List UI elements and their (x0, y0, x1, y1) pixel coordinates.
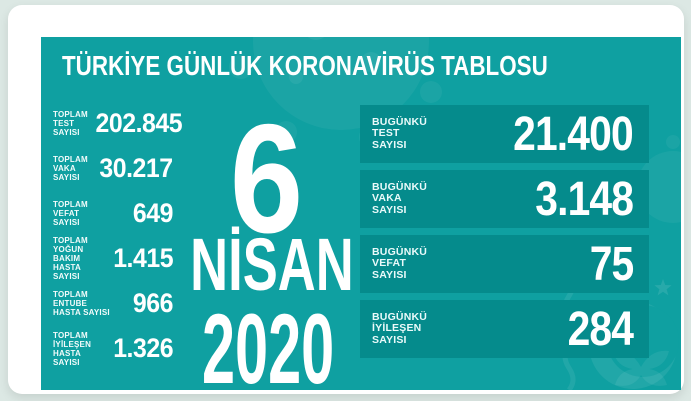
main-panel: TÜRKİYE GÜNLÜK KORONAVİRÜS TABLOSU TOPLA… (41, 37, 681, 390)
daily-stats-column: BUGÜNKÜ TEST SAYISI 21.400 BUGÜNKÜ VAKA SAYI… (360, 105, 649, 358)
daily-box-vefat: BUGÜNKÜ VEFAT SAYISI 75 (360, 235, 649, 293)
daily-box-vaka: BUGÜNKÜ VAKA SAYISI 3.148 (360, 170, 649, 228)
total-row-entube: TOPLAM ENTUBE HASTA SAYISI 966 (53, 281, 173, 326)
daily-vaka-label: BUGÜNKÜ VAKA SAYISI (372, 180, 428, 216)
daily-box-iyilesen: BUGÜNKÜ İYİLEŞEN SAYISI 284 (360, 300, 649, 358)
date-block: 6 NİSAN 2020 (159, 37, 374, 390)
total-vaka-value: 30.217 (99, 153, 174, 183)
daily-vefat-label: BUGÜNKÜ VEFAT SAYISI (372, 245, 428, 281)
daily-vefat-value: 75 (589, 237, 634, 291)
total-row-yogun-bakim: TOPLAM YOĞUN BAKIM HASTA SAYISI 1.415 (53, 236, 173, 281)
total-row-vaka: TOPLAM VAKA SAYISI 30.217 (53, 146, 173, 191)
daily-test-label: BUGÜNKÜ TEST SAYISI (372, 115, 428, 151)
total-iyilesen-label: TOPLAM İYİLEŞEN HASTA SAYISI (53, 330, 92, 367)
total-test-value: 202.845 (95, 108, 182, 138)
total-test-label: TOPLAM TEST SAYISI (53, 110, 88, 137)
daily-iyilesen-label: BUGÜNKÜ İYİLEŞEN SAYISI (372, 310, 428, 346)
total-yogun-bakim-value: 1.415 (113, 243, 173, 273)
date-month: NİSAN (190, 223, 354, 306)
total-row-vefat: TOPLAM VEFAT SAYISI 649 (53, 191, 173, 236)
daily-test-value: 21.400 (513, 107, 634, 161)
total-entube-label: TOPLAM ENTUBE HASTA SAYISI (53, 290, 110, 317)
total-entube-value: 966 (132, 288, 174, 318)
daily-vaka-value: 3.148 (535, 172, 634, 226)
date-year: 2020 (202, 293, 335, 390)
daily-box-test: BUGÜNKÜ TEST SAYISI 21.400 (360, 105, 649, 163)
card-frame: TÜRKİYE GÜNLÜK KORONAVİRÜS TABLOSU TOPLA… (8, 5, 684, 394)
date-day: 6 (229, 92, 304, 265)
total-vaka-label: TOPLAM VAKA SAYISI (53, 155, 88, 182)
total-row-test: TOPLAM TEST SAYISI 202.845 (53, 101, 182, 146)
total-row-iyilesen: TOPLAM İYİLEŞEN HASTA SAYISI 1.326 (53, 326, 173, 371)
total-yogun-bakim-label: TOPLAM YOĞUN BAKIM HASTA SAYISI (53, 236, 88, 281)
total-vefat-label: TOPLAM VEFAT SAYISI (53, 200, 88, 227)
page-title: TÜRKİYE GÜNLÜK KORONAVİRÜS TABLOSU (62, 50, 548, 81)
total-vefat-value: 649 (132, 198, 174, 228)
daily-iyilesen-value: 284 (567, 302, 633, 356)
total-iyilesen-value: 1.326 (113, 333, 173, 363)
totals-column: TOPLAM TEST SAYISI 202.845 TOPLAM VAKA SAYIS… (53, 101, 182, 371)
